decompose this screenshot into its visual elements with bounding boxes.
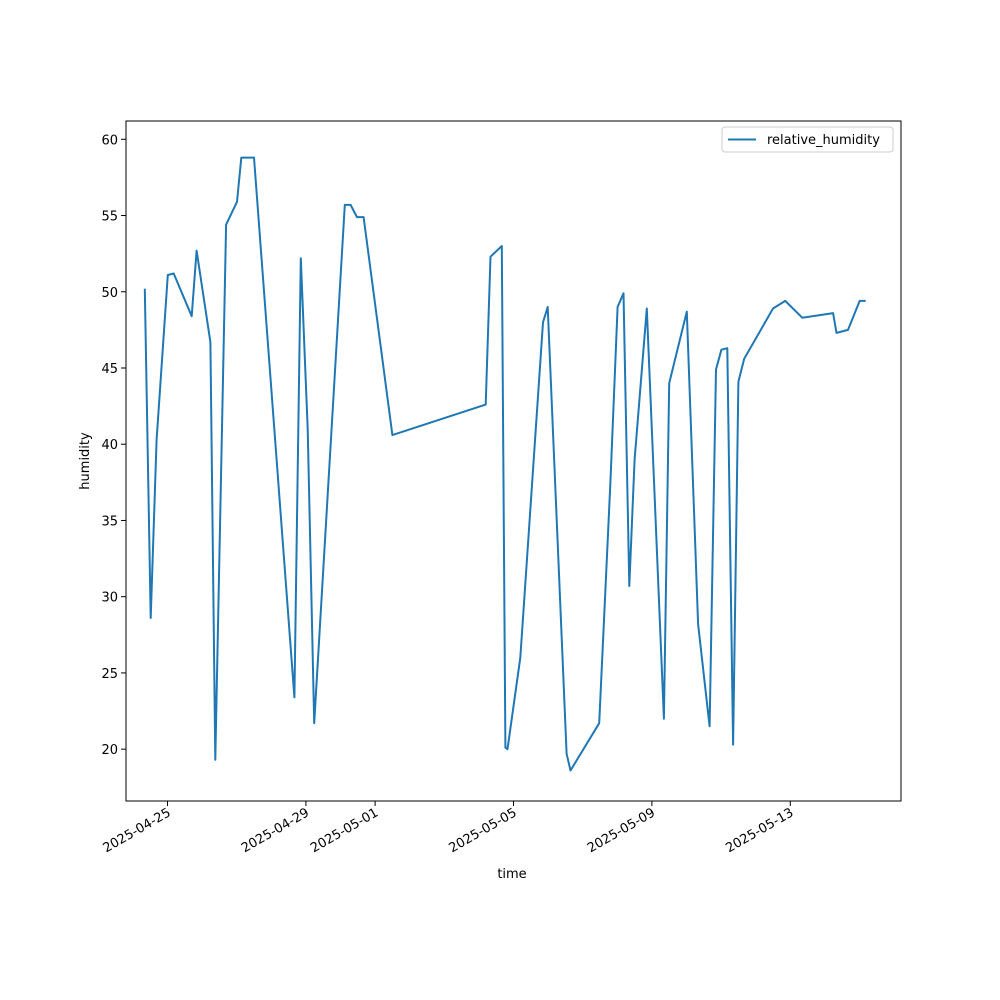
y-axis: 20 25 30 35 40 45 50 55 60 [101, 133, 126, 758]
y-tick-label: 20 [101, 743, 118, 758]
y-axis-label: humidity [78, 432, 93, 490]
y-tick-label: 55 [101, 210, 118, 225]
series-line-relative_humidity [143, 156, 866, 772]
x-axis-label: time [497, 867, 526, 882]
y-tick-label: 25 [101, 667, 118, 682]
y-tick-label: 35 [101, 514, 118, 529]
y-tick-label: 50 [101, 286, 118, 301]
legend-label: relative_humidity [767, 133, 880, 148]
legend-box [721, 126, 894, 153]
plot-area [143, 156, 866, 772]
y-tick-label: 60 [101, 133, 118, 148]
y-tick-label: 40 [101, 438, 118, 453]
y-tick-label: 45 [101, 362, 118, 377]
y-tick-label: 30 [101, 591, 118, 606]
legend: relative_humidity [721, 126, 894, 153]
